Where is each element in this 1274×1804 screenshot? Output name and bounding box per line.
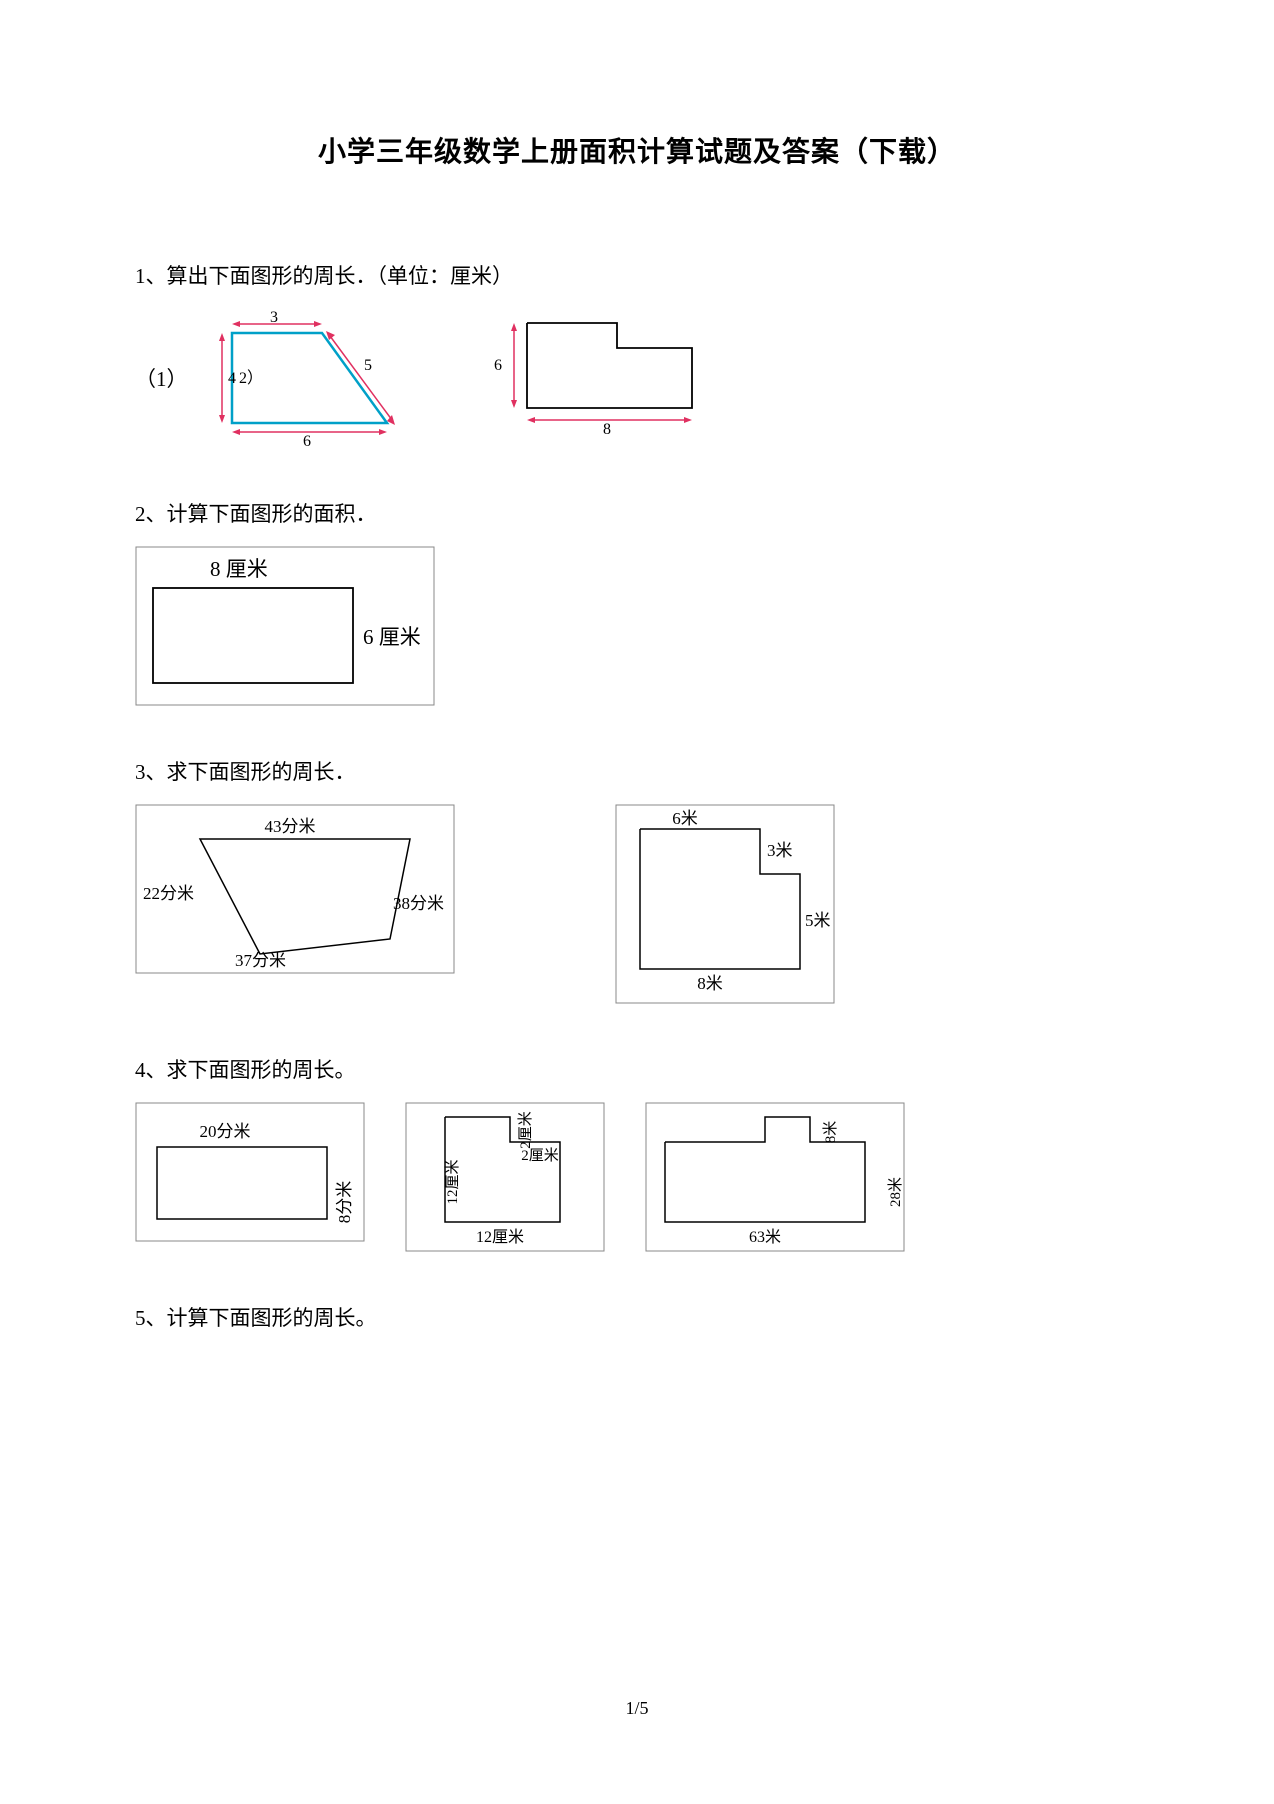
quad-right: 38分米 (393, 894, 444, 913)
rect2-width: 8 厘米 (210, 557, 268, 581)
problem-4-fig3: 8米 28米 63米 (645, 1102, 905, 1252)
page-title: 小学三年级数学上册面积计算试题及答案（下载） (135, 130, 1139, 170)
problem-2-figures: 8 厘米 6 厘米 (135, 546, 1139, 706)
problem-4-figures: 20分米 8分米 12厘米 2厘米 2厘米 12厘米 8米 28米 63米 (135, 1102, 1139, 1252)
problem-4-fig2: 12厘米 2厘米 2厘米 12厘米 (405, 1102, 605, 1252)
problem-3-text: 3、求下面图形的周长． (135, 756, 1139, 786)
notch-right: 5米 (805, 911, 831, 930)
problem-2-text: 2、计算下面图形的面积． (135, 498, 1139, 528)
lshape-svg: 6 8 (482, 308, 712, 438)
step-sh: 2厘米 (517, 1111, 534, 1149)
trap-top: 3 (270, 309, 278, 326)
notch-top: 6米 (672, 809, 698, 828)
problem-1-label1: （1） (135, 363, 188, 393)
problem-1-fig2: 6 8 (482, 308, 712, 448)
problem-1-figures: （1） 3 4 2） 5 (135, 308, 1139, 448)
step-svg: 12厘米 2厘米 2厘米 12厘米 (405, 1102, 605, 1252)
t-top: 8米 (822, 1121, 839, 1144)
problem-5-text: 5、计算下面图形的周长。 (135, 1302, 1139, 1332)
step-w: 12厘米 (476, 1228, 524, 1246)
quad-bottom: 37分米 (235, 951, 286, 970)
rect2-height: 6 厘米 (363, 625, 421, 649)
problem-3-fig1: 43分米 22分米 38分米 37分米 (135, 804, 455, 1004)
page-number: 1/5 (0, 1698, 1274, 1719)
step-h: 12厘米 (444, 1159, 461, 1204)
trap-right: 5 (364, 357, 372, 374)
trap-bottom: 6 (303, 433, 311, 448)
rect4-svg: 20分米 8分米 (135, 1102, 365, 1242)
problem-1-fig1: （1） 3 4 2） 5 (135, 308, 402, 448)
problem-3-figures: 43分米 22分米 38分米 37分米 6米 3米 5米 8米 (135, 804, 1139, 1004)
trapezoid-svg: 3 4 2） 5 6 (192, 308, 402, 448)
t-bottom: 63米 (749, 1228, 781, 1246)
problem-4-text: 4、求下面图形的周长。 (135, 1054, 1139, 1084)
rect4-height: 8分米 (335, 1181, 354, 1224)
trap-left: 4 (228, 370, 236, 387)
problem-2-fig: 8 厘米 6 厘米 (135, 546, 435, 706)
rect4-width: 20分米 (200, 1122, 251, 1141)
quad-top: 43分米 (265, 817, 316, 836)
step-sw: 2厘米 (521, 1147, 559, 1164)
notch-svg: 6米 3米 5米 8米 (615, 804, 835, 1004)
trap-label2: 2） (239, 369, 263, 387)
problem-1-text: 1、算出下面图形的周长．（单位：厘米） (135, 260, 1139, 290)
quad-svg: 43分米 22分米 38分米 37分米 (135, 804, 455, 974)
quad-left: 22分米 (143, 884, 194, 903)
problem-3-fig2: 6米 3米 5米 8米 (615, 804, 835, 1004)
l-height: 6 (494, 357, 502, 374)
notch-nh: 3米 (767, 841, 793, 860)
rect2-svg: 8 厘米 6 厘米 (135, 546, 435, 706)
problem-4-fig1: 20分米 8分米 (135, 1102, 365, 1252)
t-right: 28米 (887, 1177, 904, 1207)
notch-bottom: 8米 (697, 974, 723, 993)
l-width: 8 (603, 421, 611, 438)
tshape-svg: 8米 28米 63米 (645, 1102, 905, 1252)
